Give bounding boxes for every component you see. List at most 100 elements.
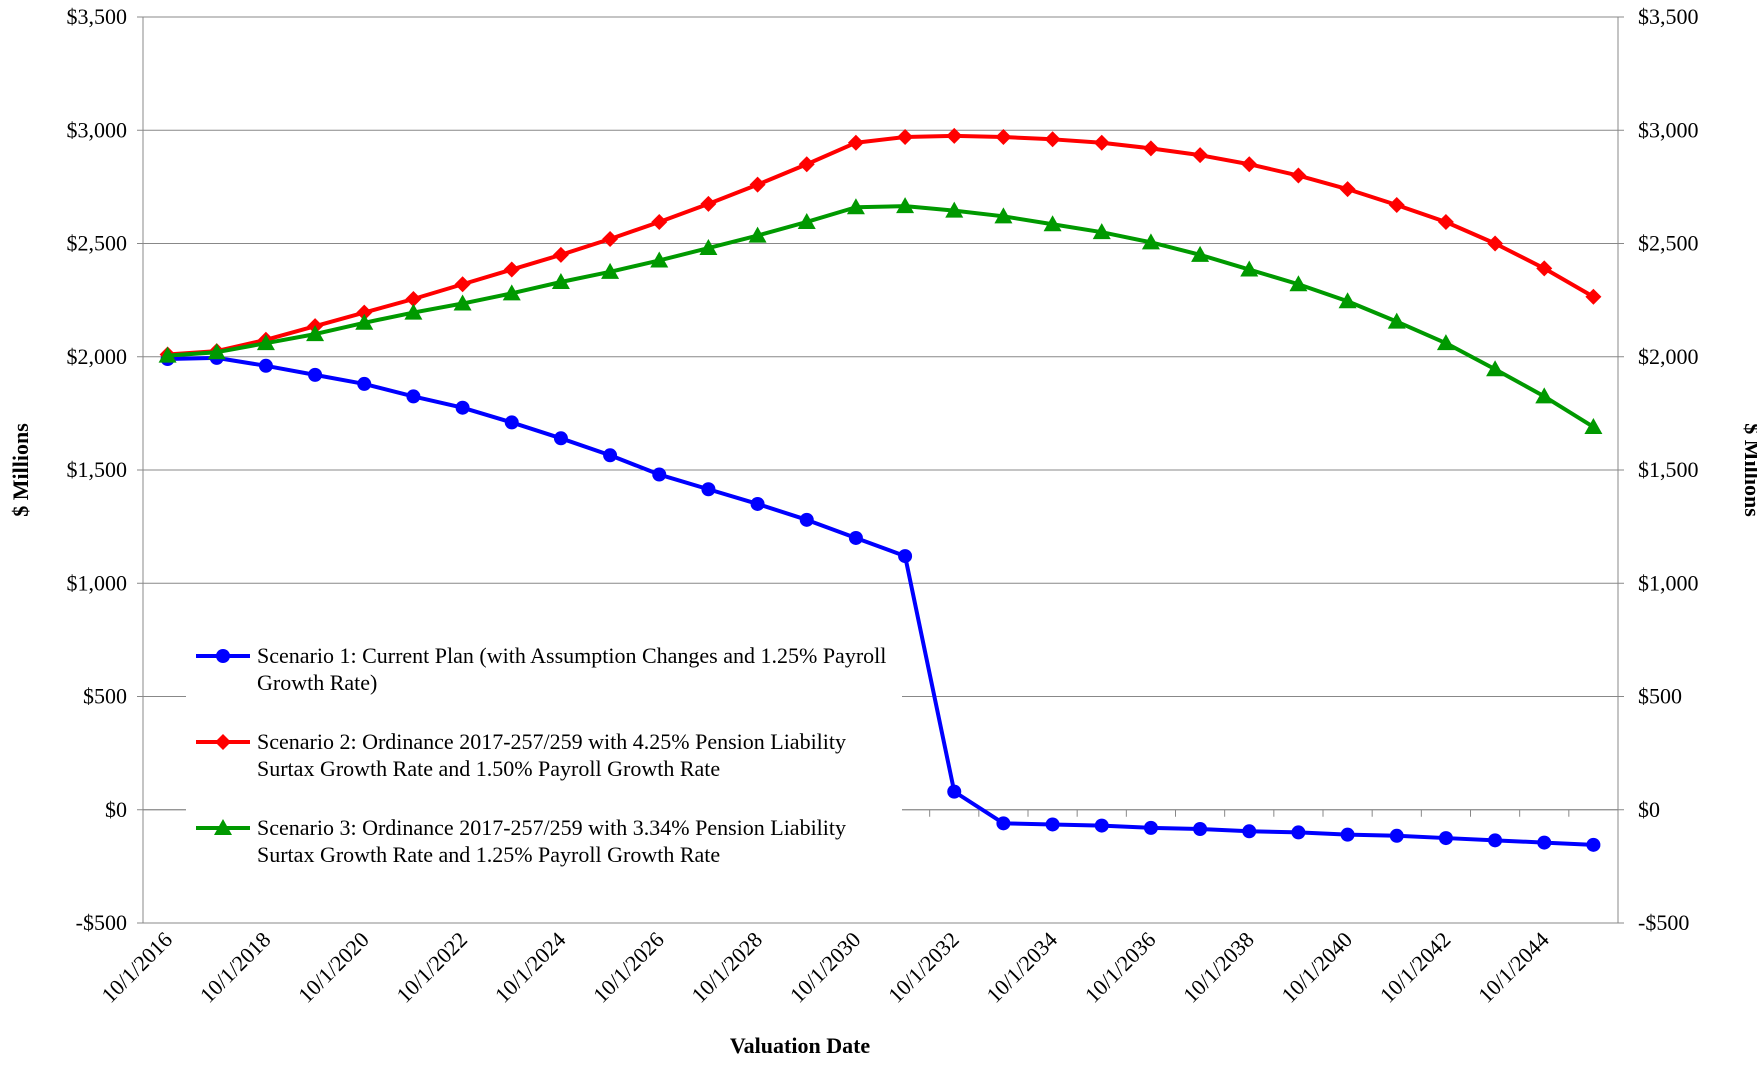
legend-swatches	[196, 649, 250, 835]
marker	[1193, 822, 1208, 837]
marker	[1191, 245, 1210, 262]
marker	[1438, 831, 1453, 846]
x-tick-label: 10/1/2018	[195, 927, 276, 1008]
y-tick-label: $1,500	[67, 457, 128, 482]
marker	[308, 367, 323, 382]
marker	[1141, 233, 1160, 250]
x-tick-label: 10/1/2016	[96, 927, 177, 1008]
marker	[1291, 825, 1306, 840]
y-tick-label: $0	[105, 797, 127, 822]
marker	[503, 261, 520, 278]
marker	[1387, 312, 1406, 329]
marker	[258, 358, 273, 373]
marker	[994, 207, 1013, 224]
y2-tick-label: $2,000	[1638, 344, 1699, 369]
marker	[601, 262, 620, 279]
marker	[1388, 196, 1405, 213]
marker	[1092, 223, 1111, 240]
x-tick-label: 10/1/2030	[785, 927, 866, 1008]
marker	[158, 346, 177, 363]
y-tick-label: -$500	[76, 910, 127, 935]
marker	[551, 273, 570, 290]
marker	[1043, 215, 1062, 232]
marker	[603, 448, 618, 463]
x-axis-title: Valuation Date	[730, 1033, 871, 1058]
y-tick-label: $2,000	[67, 344, 128, 369]
marker	[207, 343, 226, 360]
marker	[896, 197, 915, 214]
marker	[1436, 334, 1455, 351]
marker	[701, 482, 716, 497]
marker	[1339, 181, 1356, 198]
marker	[1535, 387, 1554, 404]
x-tick-label: 10/1/2022	[391, 927, 472, 1008]
series-line	[167, 355, 1594, 847]
marker	[356, 304, 373, 321]
marker	[847, 134, 864, 151]
marker	[1142, 140, 1159, 157]
x-tick-label: 10/1/2032	[883, 927, 964, 1008]
marker	[502, 284, 521, 301]
y2-tick-label: $3,000	[1638, 117, 1699, 142]
y-tick-label: $500	[83, 684, 127, 709]
marker	[602, 230, 619, 247]
marker	[306, 325, 325, 342]
y2-tick-label: -$500	[1638, 910, 1689, 935]
x-tick-label: 10/1/2034	[981, 927, 1062, 1008]
x-tick-label: 10/1/2024	[490, 927, 571, 1008]
y-tick-label: $3,000	[67, 117, 128, 142]
marker	[947, 784, 962, 799]
legend: Scenario 1: Current Plan (with Assumptio…	[186, 632, 902, 872]
marker	[652, 467, 667, 482]
marker	[357, 376, 372, 391]
marker	[1536, 260, 1553, 277]
marker	[749, 176, 766, 193]
marker	[1586, 837, 1601, 852]
marker	[1192, 147, 1209, 164]
marker	[750, 496, 765, 511]
marker	[1585, 288, 1602, 305]
marker	[1437, 213, 1454, 230]
legend-label: Scenario 1: Current Plan (with Assumptio…	[257, 643, 887, 695]
x-tick-label: 10/1/2028	[686, 927, 767, 1008]
marker	[1487, 235, 1504, 252]
marker	[700, 195, 717, 212]
marker	[1584, 417, 1603, 434]
marker	[1094, 818, 1109, 833]
marker	[1044, 131, 1061, 148]
marker	[699, 239, 718, 256]
marker	[406, 389, 421, 404]
marker	[355, 313, 374, 330]
series-line	[167, 204, 1595, 429]
x-tick-label: 10/1/2036	[1080, 927, 1161, 1008]
marker	[846, 198, 865, 215]
marker	[1488, 833, 1503, 848]
marker	[848, 530, 863, 545]
marker	[898, 549, 913, 564]
marker	[215, 734, 231, 750]
marker	[1289, 275, 1308, 292]
marker	[1240, 260, 1259, 277]
marker	[797, 212, 816, 229]
marker	[216, 649, 230, 663]
marker	[454, 276, 471, 293]
marker	[1340, 827, 1355, 842]
marker	[1093, 134, 1110, 151]
y2-tick-label: $1,500	[1638, 457, 1699, 482]
y-tick-label: $3,500	[67, 4, 128, 29]
marker	[996, 816, 1011, 831]
marker	[453, 294, 472, 311]
marker	[405, 290, 422, 307]
marker	[552, 246, 569, 263]
marker	[748, 226, 767, 243]
series-line	[167, 133, 1595, 357]
legend-label: Scenario 2: Ordinance 2017-257/259 with …	[257, 729, 847, 781]
marker	[995, 129, 1012, 146]
marker	[1143, 820, 1158, 835]
marker	[799, 512, 814, 527]
x-tick-label: 10/1/2044	[1473, 927, 1554, 1008]
y2-tick-label: $500	[1638, 684, 1682, 709]
marker	[553, 431, 568, 446]
y2-tick-label: $0	[1638, 797, 1660, 822]
x-tick-label: 10/1/2026	[588, 927, 669, 1008]
